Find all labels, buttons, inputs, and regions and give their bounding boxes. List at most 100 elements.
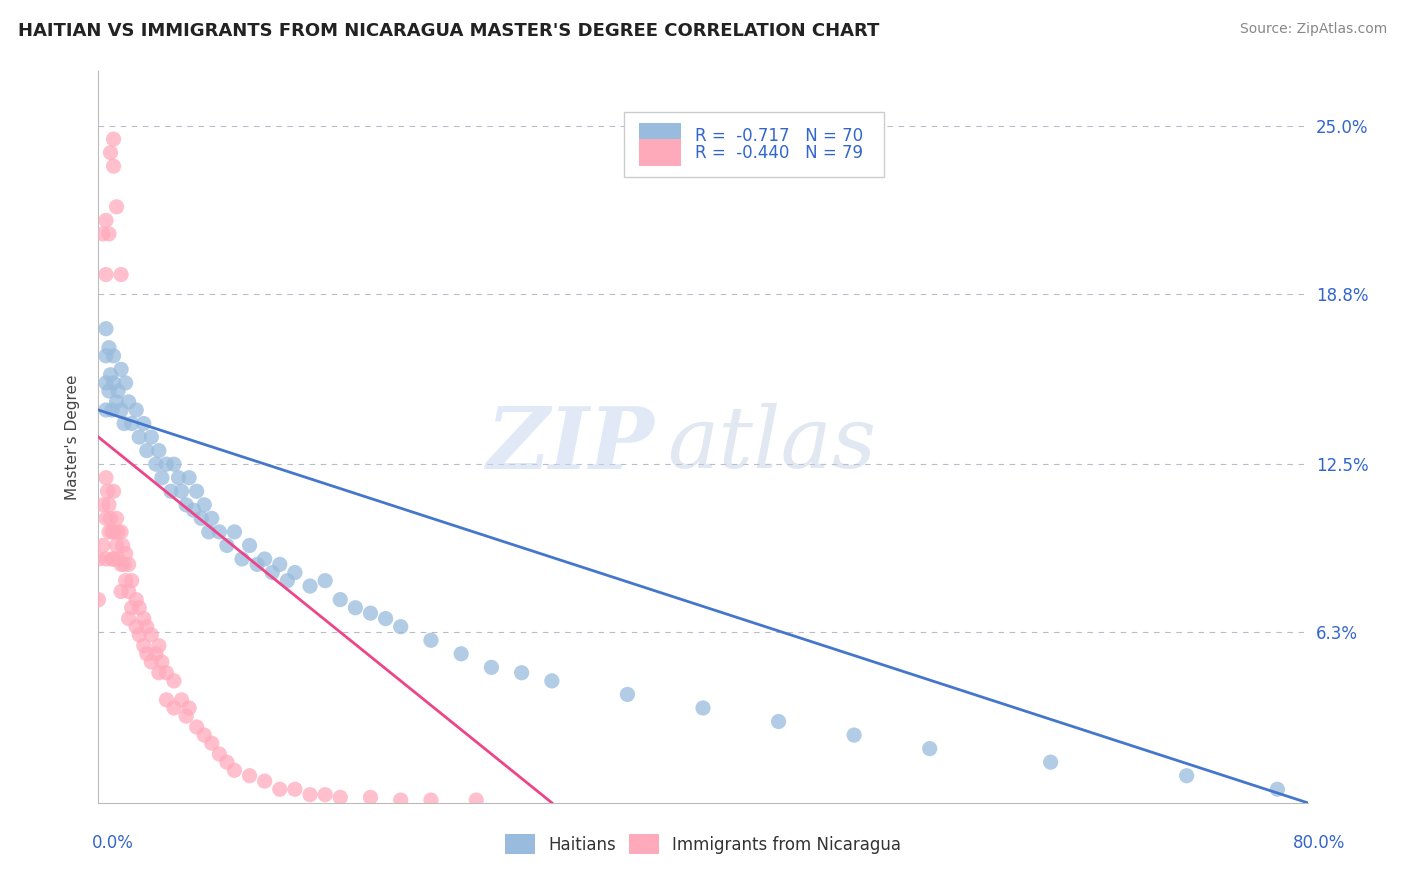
Point [224,764,246,778]
Point [118,611,141,625]
Point [112,417,135,431]
Point [170,484,193,499]
Point [163,673,186,688]
Point [239,769,262,783]
Text: HAITIAN VS IMMIGRANTS FROM NICARAGUA MASTER'S DEGREE CORRELATION CHART: HAITIAN VS IMMIGRANTS FROM NICARAGUA MAS… [18,22,880,40]
Point [201,511,224,525]
Point [360,790,382,805]
Point [87,552,110,566]
Point [269,782,291,797]
Legend: Haitians, Immigrants from Nicaragua: Haitians, Immigrants from Nicaragua [498,828,908,860]
Point [844,728,866,742]
Point [253,552,276,566]
Point [100,511,122,525]
Point [374,611,396,625]
Point [94,349,117,363]
Point [121,574,143,588]
Point [163,701,186,715]
Point [105,538,128,552]
Point [125,620,148,634]
Point [616,688,638,702]
Point [174,709,197,723]
Point [105,395,128,409]
Point [329,592,352,607]
Point [314,788,336,802]
Point [150,471,173,485]
Point [918,741,941,756]
Point [100,368,122,382]
Point [94,322,117,336]
Point [160,484,183,499]
Point [253,774,276,789]
Point [135,620,157,634]
Point [103,132,125,146]
Point [208,524,231,539]
Point [103,159,125,173]
Point [155,693,177,707]
Point [540,673,562,688]
Text: ZIP: ZIP [486,402,655,486]
Point [103,376,125,390]
Point [344,600,367,615]
Point [190,511,212,525]
Point [94,376,117,390]
Point [107,552,129,566]
Point [114,547,136,561]
Point [114,376,136,390]
Point [197,524,219,539]
Text: R =  -0.440   N = 79: R = -0.440 N = 79 [695,144,862,161]
Point [450,647,472,661]
Point [114,574,136,588]
FancyBboxPatch shape [624,112,884,178]
Point [148,443,170,458]
Point [510,665,533,680]
Point [110,558,132,572]
Point [101,403,124,417]
Point [193,498,215,512]
Y-axis label: Master's Degree: Master's Degree [65,375,80,500]
Point [98,341,121,355]
Point [103,552,125,566]
Point [174,498,197,512]
Point [132,611,155,625]
Point [125,592,148,607]
Bar [638,122,682,151]
Text: R =  -0.717   N = 70: R = -0.717 N = 70 [695,128,863,145]
Point [110,268,132,282]
Point [94,403,117,417]
Point [150,655,173,669]
Point [186,484,208,499]
Point [128,628,150,642]
Point [118,558,141,572]
Point [121,417,143,431]
Point [314,574,336,588]
Point [125,403,148,417]
Point [269,558,291,572]
Point [163,457,186,471]
Point [94,213,117,227]
Point [94,552,117,566]
Point [1039,755,1062,769]
Point [465,793,488,807]
Point [110,524,132,539]
Point [692,701,714,715]
Point [100,145,122,160]
Point [103,484,125,499]
Point [299,579,322,593]
Point [128,430,150,444]
Point [98,498,121,512]
Point [481,660,503,674]
Point [167,471,190,485]
Point [91,227,114,241]
Point [121,600,143,615]
Point [94,511,117,525]
Point [101,552,124,566]
Point [284,782,307,797]
Point [155,457,177,471]
Point [284,566,307,580]
Point [105,200,128,214]
Point [96,484,118,499]
Point [183,503,205,517]
Point [98,524,121,539]
Point [179,701,201,715]
